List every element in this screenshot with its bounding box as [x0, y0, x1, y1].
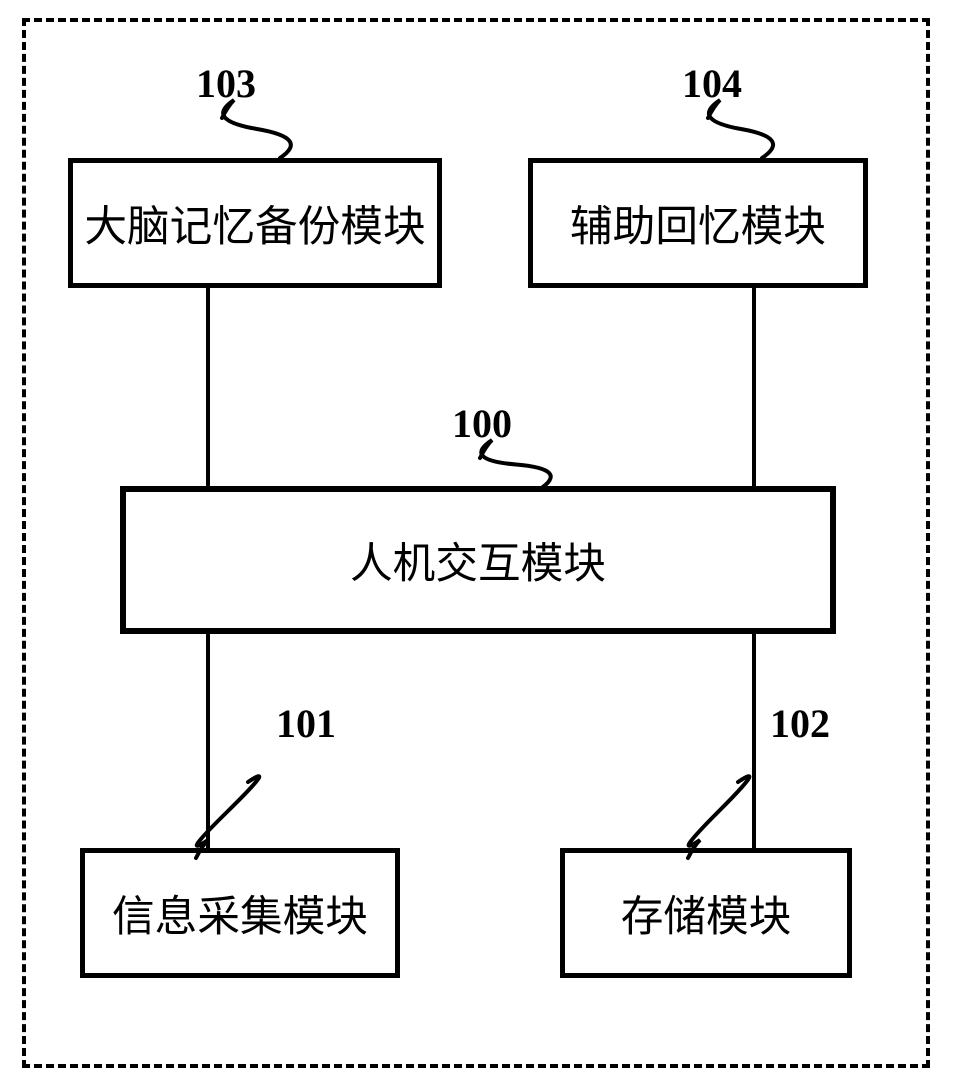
node-n101: 信息采集模块 [80, 848, 400, 978]
node-n100: 人机交互模块 [120, 486, 836, 634]
node-label-n104: 辅助回忆模块 [570, 193, 826, 254]
node-n104: 辅助回忆模块 [528, 158, 868, 288]
ref-100: 100 [452, 400, 512, 447]
node-n103: 大脑记忆备份模块 [68, 158, 442, 288]
node-label-n100: 人机交互模块 [350, 530, 606, 591]
node-label-n101: 信息采集模块 [112, 883, 368, 944]
ref-103: 103 [196, 60, 256, 107]
node-n102: 存储模块 [560, 848, 852, 978]
edge-n103-n100 [206, 288, 210, 486]
node-label-n103: 大脑记忆备份模块 [84, 193, 425, 254]
ref-104: 104 [682, 60, 742, 107]
edge-n100-n101 [206, 634, 210, 848]
node-label-n102: 存储模块 [621, 883, 792, 944]
ref-102: 102 [770, 700, 830, 747]
ref-101: 101 [276, 700, 336, 747]
edge-n104-n100 [752, 288, 756, 486]
edge-n100-n102 [752, 634, 756, 848]
